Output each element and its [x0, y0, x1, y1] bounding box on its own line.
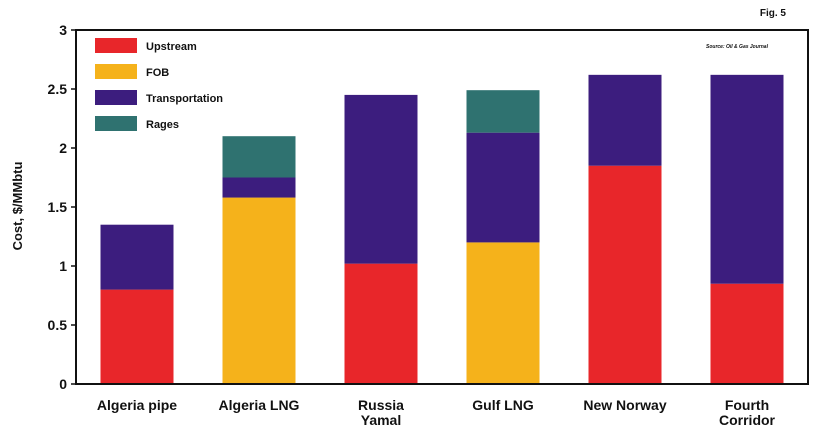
- bars-group: [100, 74, 784, 384]
- bar-segment: [344, 263, 418, 384]
- bar-segment: [100, 289, 174, 384]
- x-tick-label: Algeria LNG: [219, 397, 300, 413]
- legend-label: FOB: [146, 67, 169, 79]
- x-tick-label: Algeria pipe: [97, 397, 177, 413]
- plot-frame: [75, 29, 809, 385]
- figure-label: Fig. 5: [759, 8, 786, 19]
- bar-segment: [588, 74, 662, 166]
- y-axis-label: Cost, $/MMbtu: [10, 162, 25, 251]
- x-tick-label: Yamal: [361, 412, 401, 428]
- y-tick-label: 0: [59, 376, 67, 392]
- bar-segment: [344, 94, 418, 264]
- x-tick-label: Gulf LNG: [472, 397, 534, 413]
- legend-label: Transportation: [146, 93, 223, 105]
- bar-segment: [466, 242, 540, 384]
- legend-swatch: [95, 116, 137, 131]
- y-tick-label: 2: [59, 140, 67, 156]
- legend-label: Rages: [146, 119, 179, 131]
- y-tick-label: 2.5: [48, 81, 68, 97]
- x-tick-label: Russia: [358, 397, 404, 413]
- y-axis-ticks: 0 0.5 1 1.5 2 2.5 3: [48, 22, 76, 392]
- bar-segment: [466, 132, 540, 243]
- bar-segment: [222, 177, 296, 198]
- x-tick-label: Corridor: [719, 412, 776, 428]
- bar-segment: [466, 90, 540, 133]
- legend-swatch: [95, 38, 137, 53]
- y-tick-label: 1.5: [48, 199, 68, 215]
- source-note: Source: Oil & Gas Journal: [706, 44, 768, 50]
- y-tick-label: 0.5: [48, 317, 68, 333]
- bar-segment: [100, 224, 174, 290]
- y-tick-label: 3: [59, 22, 67, 38]
- legend-swatch: [95, 90, 137, 105]
- x-tick-label: New Norway: [583, 397, 666, 413]
- legend: Upstream FOB Transportation Rages: [95, 38, 223, 131]
- bar-segment: [710, 283, 784, 384]
- bar-segment: [710, 74, 784, 284]
- bar-segment: [588, 165, 662, 384]
- y-tick-label: 1: [59, 258, 67, 274]
- x-tick-label: Fourth: [725, 397, 769, 413]
- legend-label: Upstream: [146, 41, 197, 53]
- legend-swatch: [95, 64, 137, 79]
- bar-segment: [222, 136, 296, 178]
- bar-segment: [222, 197, 296, 384]
